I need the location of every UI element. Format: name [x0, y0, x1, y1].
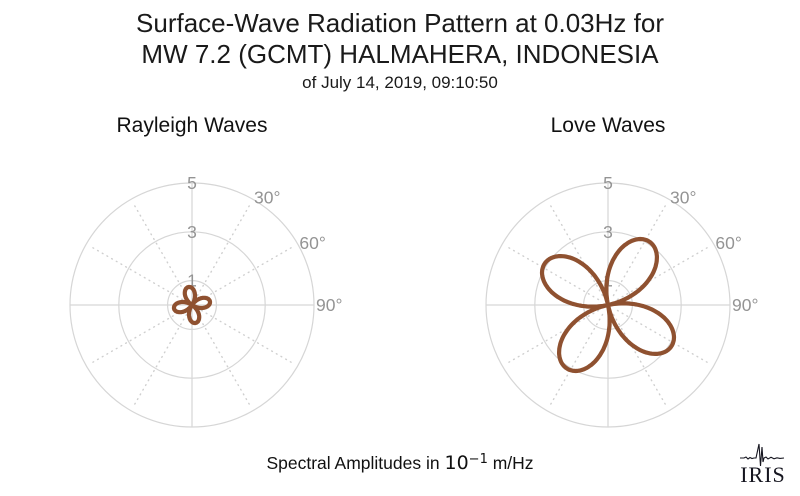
r-tick-label: 5: [603, 173, 613, 193]
polar-grid-spoke: [616, 245, 711, 301]
theta-tick-label: 90°: [732, 295, 758, 315]
love-subplot-title: Love Waves: [550, 114, 666, 137]
polar-grid-spoke: [548, 202, 604, 297]
polar-grid-spoke: [505, 245, 600, 301]
polar-grid-spoke: [89, 309, 184, 365]
radiation-pattern-curve: [539, 236, 677, 374]
r-tick-label: 1: [187, 271, 197, 291]
figure-title-block: Surface-Wave Radiation Pattern at 0.03Hz…: [0, 8, 800, 93]
caption-power-exponent: −1: [468, 452, 488, 467]
polar-grid-spoke: [132, 202, 188, 297]
figure-title-line2: MW 7.2 (GCMT) HALMAHERA, INDONESIA: [141, 39, 659, 69]
iris-logo-text: IRIS: [740, 462, 786, 487]
theta-tick-label: 90°: [316, 295, 342, 315]
caption-power-of-ten: 10−1: [444, 452, 487, 474]
polar-grid-spoke: [616, 309, 711, 365]
rayleigh-polar-chart: 1 3 5 30° 60° 90°: [69, 173, 342, 428]
radiation-pattern-curve: [171, 284, 213, 326]
figure-title-line1: Surface-Wave Radiation Pattern at 0.03Hz…: [136, 8, 664, 38]
r-tick-label: 5: [187, 173, 197, 193]
polar-grid-spoke: [200, 309, 295, 365]
r-tick-label: 3: [603, 222, 613, 242]
theta-tick-label: 60°: [299, 233, 325, 253]
polar-grid-spoke: [196, 313, 252, 408]
polar-grid-spoke: [612, 313, 668, 408]
polar-grid-spoke: [200, 245, 295, 301]
theta-tick-label: 30°: [670, 188, 696, 208]
polar-grid-spoke: [505, 309, 600, 365]
polar-grid-spoke: [132, 313, 188, 408]
theta-tick-label: 30°: [254, 188, 280, 208]
seismogram-trace-icon: [740, 443, 785, 467]
r-tick-label: 3: [187, 222, 197, 242]
rayleigh-subplot-title: Rayleigh Waves: [116, 114, 268, 137]
polar-grid-spoke: [548, 313, 604, 408]
iris-logo: IRIS: [740, 443, 786, 487]
figure-title-datetime: of July 14, 2019, 09:10:50: [302, 73, 498, 92]
polar-grid-spoke: [196, 202, 252, 297]
caption-unit: m/Hz: [492, 453, 534, 473]
polar-grid-spoke: [612, 202, 668, 297]
theta-tick-label: 60°: [715, 233, 741, 253]
polar-grid-spoke: [89, 245, 184, 301]
amplitude-units-caption: Spectral Amplitudes in 10−1 m/Hz: [0, 452, 800, 474]
caption-prefix: Spectral Amplitudes in: [266, 453, 440, 473]
caption-power-base: 10: [444, 452, 469, 474]
